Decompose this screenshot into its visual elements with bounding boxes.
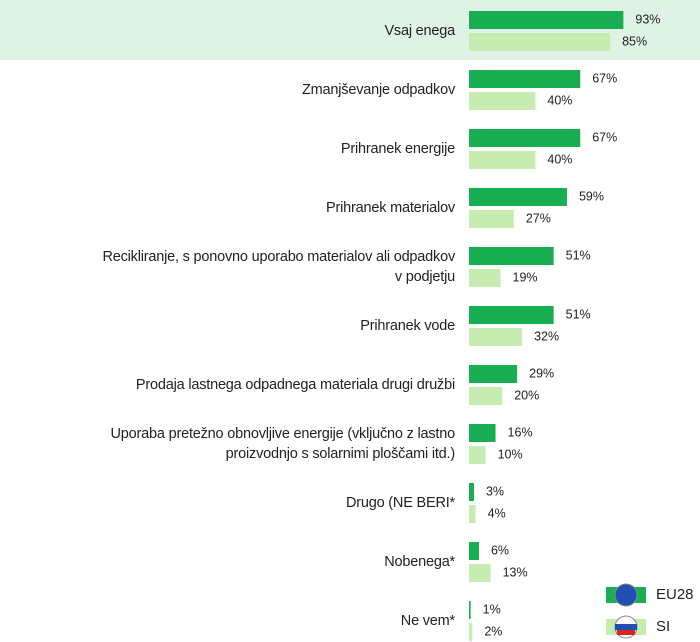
- bar: [469, 92, 536, 110]
- legend-label: SI: [656, 618, 670, 635]
- bar: [469, 129, 581, 147]
- legend-flag: [614, 583, 638, 607]
- bar: [469, 306, 554, 324]
- category-label: Prihranek vode: [360, 318, 455, 334]
- value-label: 51%: [566, 248, 591, 262]
- value-label: 4%: [488, 506, 506, 520]
- value-label: 85%: [622, 34, 647, 48]
- value-label: 59%: [579, 189, 604, 203]
- value-label: 3%: [486, 484, 504, 498]
- bar: [469, 210, 514, 228]
- value-label: 6%: [491, 543, 509, 557]
- bar: [469, 151, 536, 169]
- value-label: 20%: [514, 388, 539, 402]
- bar: [469, 11, 624, 29]
- value-label: 16%: [508, 425, 533, 439]
- legend-label: EU28: [656, 586, 694, 603]
- legend-flag-stripe: [615, 624, 637, 630]
- bar: [469, 483, 474, 501]
- category-label: Recikliranje, s ponovno uporabo material…: [102, 249, 455, 285]
- bar: [469, 33, 611, 51]
- bar: [469, 505, 476, 523]
- value-label: 19%: [513, 270, 538, 284]
- legend-flag-stripe: [617, 630, 635, 635]
- bar: [469, 424, 496, 442]
- bar: [469, 328, 523, 346]
- value-label: 13%: [503, 565, 528, 579]
- value-label: 27%: [526, 211, 551, 225]
- category-label: Drugo (NE BERI*: [345, 495, 455, 511]
- value-label: 40%: [547, 93, 572, 107]
- category-label: Vsaj enega: [384, 23, 455, 39]
- bar: [469, 623, 473, 641]
- category-label: Uporaba pretežno obnovljive energije (vk…: [110, 426, 456, 462]
- value-label: 1%: [483, 602, 501, 616]
- bar: [469, 542, 479, 560]
- value-label: 2%: [484, 624, 502, 638]
- value-label: 67%: [592, 71, 617, 85]
- value-label: 32%: [534, 329, 559, 343]
- bar: [469, 446, 486, 464]
- bar: [469, 188, 567, 206]
- value-label: 40%: [547, 152, 572, 166]
- category-label: Prihranek materialov: [326, 200, 455, 216]
- value-label: 93%: [635, 12, 660, 26]
- bar: [469, 601, 471, 619]
- category-label: Prodaja lastnega odpadnega materiala dru…: [135, 377, 455, 393]
- category-label: Prihranek energije: [340, 141, 455, 157]
- category-label: Nobenega*: [384, 554, 455, 570]
- value-label: 29%: [529, 366, 554, 380]
- bar: [469, 365, 518, 383]
- bar: [469, 70, 581, 88]
- bar: [469, 269, 501, 287]
- bar: [469, 387, 503, 405]
- value-label: 67%: [592, 130, 617, 144]
- category-label: Zmanjševanje odpadkov: [302, 82, 455, 98]
- bar: [469, 564, 491, 582]
- category-label: Ne vem*: [400, 613, 455, 629]
- value-label: 10%: [498, 447, 523, 461]
- bar: [469, 247, 554, 265]
- value-label: 51%: [566, 307, 591, 321]
